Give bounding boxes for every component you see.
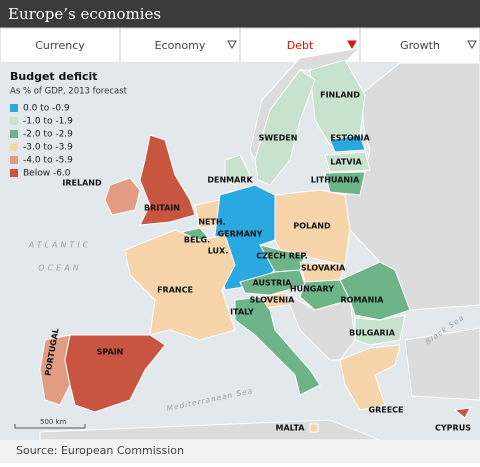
- legend-label: -1.0 to -1.9: [23, 117, 73, 127]
- source-bar: [0, 440, 480, 463]
- country: [64, 334, 166, 413]
- country-label: SWEDEN: [259, 134, 298, 143]
- legend-swatch: [10, 156, 18, 164]
- country-label: MALTA: [276, 424, 306, 433]
- country: [339, 261, 411, 321]
- country-label: IRELAND: [62, 179, 102, 188]
- country-label: FINLAND: [320, 91, 360, 100]
- country-label: DENMARK: [207, 176, 253, 185]
- header-bar: [0, 0, 480, 28]
- country: [324, 151, 371, 173]
- country-label: SLOVENIA: [250, 296, 295, 305]
- tab-label[interactable]: Economy: [155, 39, 206, 52]
- country: [339, 344, 401, 411]
- country: [299, 279, 351, 311]
- legend-swatch: [10, 130, 18, 138]
- legend-label: Below -6.0: [23, 169, 71, 179]
- country: [139, 134, 196, 226]
- country: [324, 171, 366, 196]
- country-label: GREECE: [369, 406, 404, 415]
- country-label: LUX.: [208, 247, 229, 256]
- legend-swatch: [10, 117, 18, 125]
- legend-swatch: [10, 143, 18, 151]
- country-label: LITHUANIA: [311, 176, 360, 185]
- country: [309, 423, 319, 433]
- country: [453, 407, 471, 419]
- country-label: BRITAIN: [144, 204, 180, 213]
- tab-label[interactable]: Currency: [35, 39, 85, 52]
- country: [329, 134, 366, 153]
- country-label: AUSTRIA: [253, 279, 293, 288]
- legend-label: -4.0 to -5.9: [23, 156, 73, 166]
- country-label: GERMANY: [218, 230, 263, 239]
- header-title: Europe’s economies: [8, 5, 161, 23]
- tab-label[interactable]: Growth: [400, 39, 440, 52]
- country-label: HUNGARY: [290, 285, 334, 294]
- legend-title: Budget deficit: [10, 70, 98, 83]
- country: [354, 314, 406, 346]
- overlay: 0.0 to -0.9 -1.0 to -1.9 -2.0 to -2.9 -3.0 …: [10, 28, 477, 433]
- country-label: POLAND: [293, 222, 331, 231]
- country-label: LATVIA: [330, 158, 362, 167]
- country: [254, 69, 316, 186]
- country-label: SLOVAKIA: [301, 264, 346, 273]
- tab-label[interactable]: Debt: [287, 39, 314, 52]
- legend-label: 0.0 to -0.9: [23, 104, 70, 114]
- country-label: CZECH REP.: [256, 252, 308, 261]
- sea-label: ATLANTIC: [28, 241, 92, 250]
- tab-arrow[interactable]: [347, 40, 357, 50]
- scale-label: 500 km: [40, 418, 67, 426]
- sea-label: OCEAN: [38, 264, 81, 273]
- country-label: BULGARIA: [349, 329, 396, 338]
- legend-swatch: [10, 169, 18, 177]
- country-label: ROMANIA: [341, 296, 385, 305]
- tab-arrow[interactable]: [227, 40, 237, 50]
- country: [224, 154, 251, 186]
- tab-arrow[interactable]: [467, 40, 477, 50]
- scale-bar: [14, 424, 86, 429]
- legend-subtitle: As % of GDP, 2013 forecast: [10, 87, 128, 97]
- legend-label: -2.0 to -2.9: [23, 130, 73, 140]
- source: Source: European Commission: [16, 444, 184, 457]
- country-label: NETH.: [198, 218, 225, 227]
- land: [39, 47, 480, 441]
- country-label: ITALY: [230, 308, 254, 317]
- country: [104, 177, 141, 216]
- non-eu-land: [404, 327, 480, 401]
- legend-swatch: [10, 104, 18, 112]
- country-label: FRANCE: [157, 286, 193, 295]
- country: [234, 296, 321, 396]
- country-label: ESTONIA: [330, 134, 370, 143]
- legend-label: -3.0 to -3.9: [23, 143, 73, 153]
- country-label: CYPRUS: [435, 424, 471, 433]
- country-label: SPAIN: [97, 348, 124, 357]
- country: [124, 229, 236, 341]
- country-label: BELG.: [184, 236, 210, 245]
